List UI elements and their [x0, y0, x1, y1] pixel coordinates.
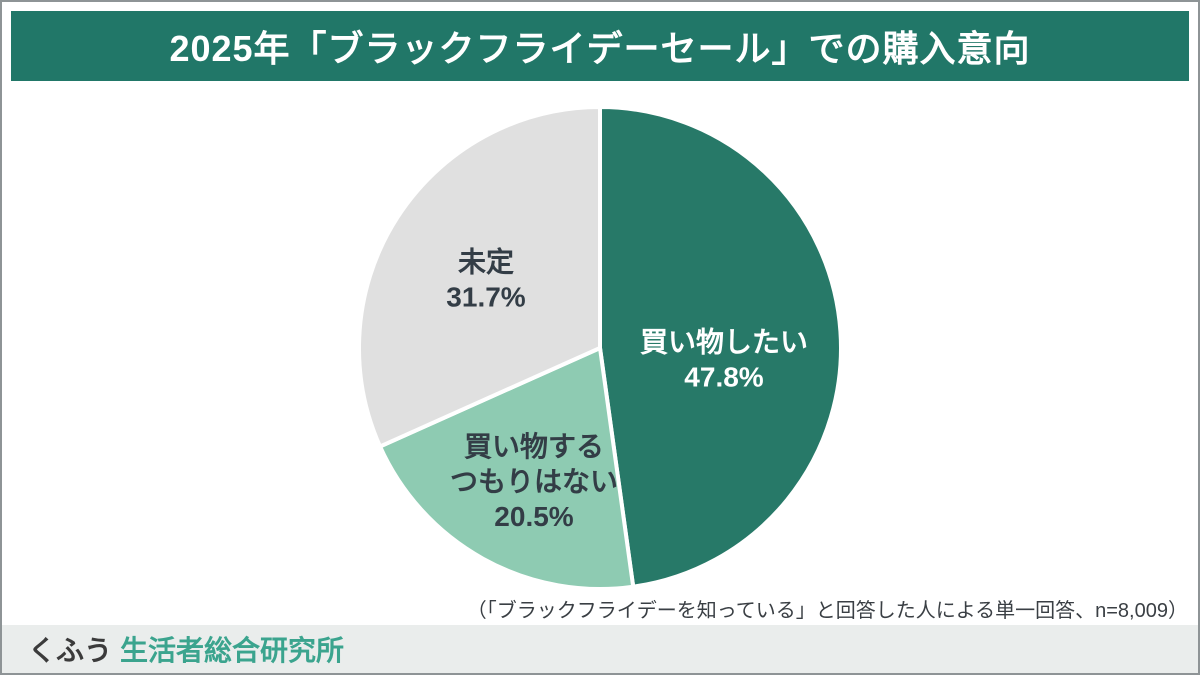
slice-label-2-line-2: つもりはない [450, 466, 618, 497]
pie-slice-1 [598, 105, 843, 589]
page-title: 2025年「ブラックフライデーセール」での購入意向 [169, 28, 1031, 69]
kufu-logo: くふう [28, 635, 113, 666]
survey-footnote: （「ブラックフライデーを知っている」と回答した人による単一回答、n=8,009） [466, 600, 1188, 622]
slice-label-3-line-2: 31.7% [446, 282, 525, 313]
slice-label-1-line-2: 47.8% [684, 362, 763, 393]
slice-label-2-line-1: 買い物する [464, 431, 604, 462]
slice-label-2-line-3: 20.5% [494, 501, 573, 532]
lab-logo-text: 生活者総合研究所 [120, 635, 345, 666]
title-bar: 2025年「ブラックフライデーセール」での購入意向 [11, 11, 1189, 81]
pie-slice-3 [357, 105, 602, 449]
slice-label-1-line-1: 買い物したい [640, 327, 808, 358]
slice-label-3-line-1: 未定 [458, 246, 514, 278]
footer-bar: くふう 生活者総合研究所 [2, 625, 1198, 673]
pie-slice-2 [378, 346, 636, 591]
